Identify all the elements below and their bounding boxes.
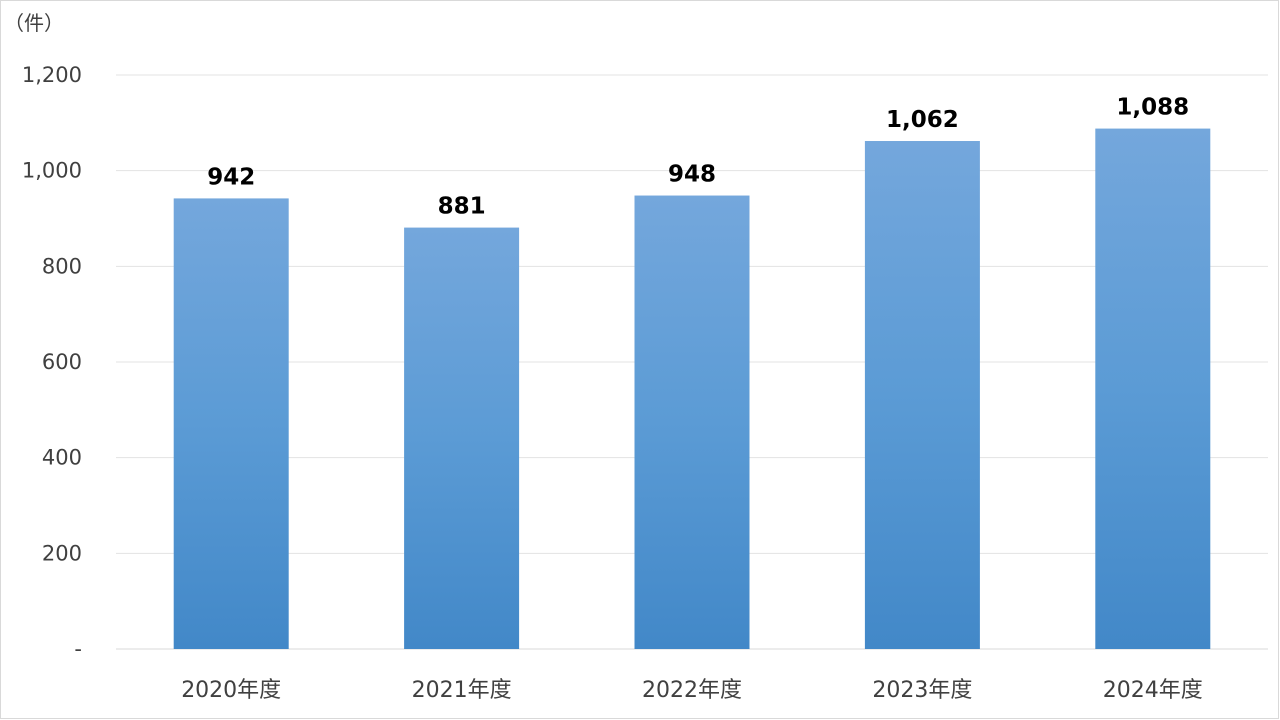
bar <box>864 141 980 649</box>
x-tick-label: 2021年度 <box>412 678 512 703</box>
data-label: 1,088 <box>1116 95 1189 121</box>
y-unit-label: （件） <box>4 11 64 35</box>
bar <box>1095 128 1211 649</box>
y-tick-label: 1,200 <box>22 63 82 87</box>
data-label: 948 <box>668 162 716 188</box>
gridlines <box>116 74 1268 650</box>
x-tick-label: 2023年度 <box>872 678 972 703</box>
y-tick-label: - <box>74 637 82 661</box>
data-label: 1,062 <box>886 107 959 133</box>
y-tick-label: 400 <box>42 446 82 470</box>
y-tick-label: 800 <box>42 254 82 278</box>
bar <box>634 195 750 650</box>
y-tick-label: 1,000 <box>22 159 82 183</box>
data-labels: 942 881 948 1,062 1,088 <box>207 95 1189 220</box>
x-tick-label: 2022年度 <box>642 678 742 703</box>
bar <box>404 227 520 650</box>
bars <box>173 128 1211 650</box>
y-axis-ticks: - 200 400 600 800 1,000 1,200 <box>22 63 82 661</box>
data-label: 942 <box>207 164 255 190</box>
data-label: 881 <box>438 194 486 220</box>
x-tick-label: 2024年度 <box>1103 678 1203 703</box>
bar <box>173 198 289 649</box>
x-tick-label: 2020年度 <box>181 678 281 703</box>
x-axis-ticks: 2020年度 2021年度 2022年度 2023年度 2024年度 <box>181 678 1203 703</box>
y-tick-label: 200 <box>42 541 82 565</box>
y-tick-label: 600 <box>42 350 82 374</box>
